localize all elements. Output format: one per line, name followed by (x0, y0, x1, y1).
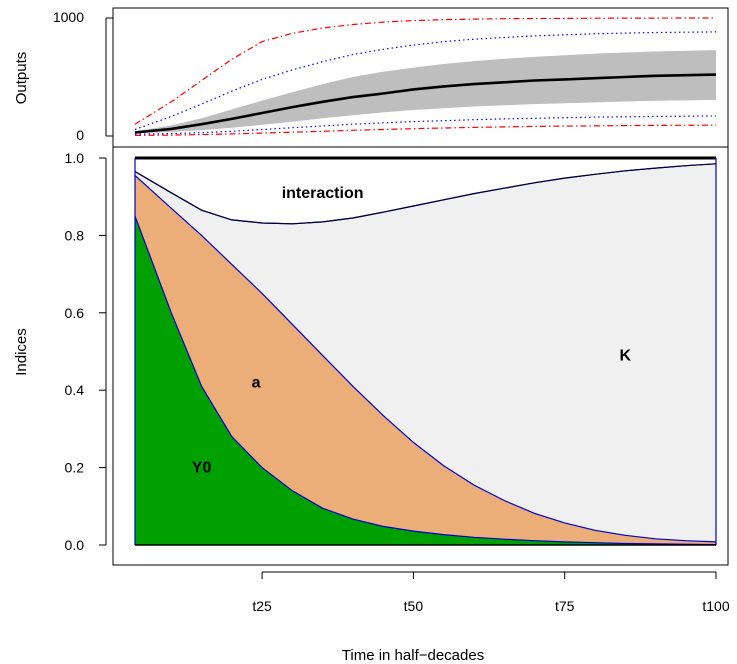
outputs-axis-title: Outputs (13, 52, 30, 105)
indices-labels-layer: interaction a K Y0 (192, 185, 632, 477)
outputs-uncertainty-band (135, 50, 716, 134)
area-Y0 (135, 216, 716, 545)
x-tick-label: t25 (252, 598, 272, 614)
indices-axis-title: Indices (13, 328, 30, 376)
x-tick-label: t50 (404, 598, 424, 614)
outputs-line-outer-upper (134, 17, 716, 125)
indices-panel-frame (112, 146, 729, 566)
outputs-lines-layer (134, 17, 717, 136)
indices-y-tick-label: 0.6 (65, 305, 85, 321)
outputs-panel: 0 1000 Outputs (13, 7, 729, 148)
outputs-line-outer-lower (134, 124, 717, 136)
indices-y-tick-label: 0.8 (65, 227, 85, 243)
indices-y-tick-label: 0.2 (65, 460, 85, 476)
indices-x-axis: t25 t50 t75 t100 (252, 571, 730, 614)
outputs-y-tick-label: 1000 (53, 9, 84, 25)
boundary-K-outline (134, 163, 717, 225)
region-label-K: K (619, 347, 631, 364)
outputs-y-axis: 0 1000 (53, 9, 113, 143)
area-K (135, 163, 716, 542)
x-tick-label: t75 (555, 598, 575, 614)
indices-y-axis: 0.0 0.2 0.4 0.6 0.8 1.0 (65, 150, 107, 553)
indices-areas-layer (134, 156, 717, 546)
outputs-y-tick-label: 0 (76, 127, 84, 143)
outputs-band-layer (135, 50, 716, 134)
x-axis-title: Time in half−decades (342, 647, 484, 664)
region-label-a: a (252, 374, 261, 391)
indices-y-tick-label: 0.4 (65, 382, 85, 398)
outputs-line-inner-lower (134, 115, 717, 135)
outputs-line-inner-upper (134, 31, 717, 131)
boundary-Y0 (134, 215, 717, 546)
region-label-interaction: interaction (282, 185, 364, 202)
boundary-a (134, 174, 717, 543)
region-label-Y0: Y0 (192, 460, 212, 477)
indices-y-tick-label: 0.0 (65, 537, 85, 553)
outputs-line-mean (134, 73, 717, 134)
area-a (135, 175, 716, 545)
indices-panel: interaction a K Y0 0.0 0.2 0.4 0.6 0.8 1.0 t25 t5… (13, 146, 730, 664)
area-interaction (135, 158, 716, 224)
indices-y-tick-label: 1.0 (65, 150, 85, 166)
x-tick-label: t100 (702, 598, 729, 614)
